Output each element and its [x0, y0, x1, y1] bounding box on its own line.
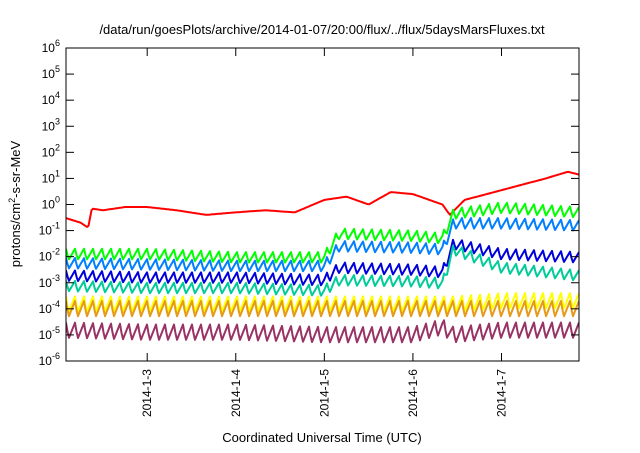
y-tick-base: 10	[39, 276, 53, 290]
y-tick-exponent: 2	[55, 142, 60, 152]
y-tick-label: 102	[42, 142, 60, 159]
y-tick-label: 103	[42, 116, 60, 133]
series-layer	[66, 170, 579, 344]
y-tick-base: 10	[42, 93, 56, 107]
axis-layer: 10-610-510-410-310-210-11001011021031041…	[39, 38, 579, 417]
y-tick-base: 10	[39, 224, 53, 238]
y-tick-exponent: 6	[55, 38, 60, 48]
y-tick-label: 10-4	[39, 299, 60, 316]
y-tick-base: 10	[42, 171, 56, 185]
y-axis-label-sup: 2	[7, 198, 17, 203]
y-tick-label: 100	[42, 195, 60, 212]
y-tick-label: 10-6	[39, 351, 60, 368]
y-tick-label: 105	[42, 64, 60, 81]
y-axis-label: protons/cm2-s-sr-MeV	[7, 140, 23, 267]
x-tick-label: 2014-1-3	[140, 369, 154, 417]
y-tick-label: 10-1	[39, 221, 60, 238]
series-line-5	[66, 292, 579, 313]
y-tick-base: 10	[42, 119, 56, 133]
y-tick-label: 104	[42, 90, 60, 107]
series-line-2	[66, 217, 579, 273]
y-tick-base: 10	[39, 328, 53, 342]
y-tick-base: 10	[39, 250, 53, 264]
series-line-7	[66, 319, 579, 344]
y-tick-exponent: 4	[55, 90, 60, 100]
y-tick-base: 10	[42, 41, 56, 55]
x-axis-label: Coordinated Universal Time (UTC)	[222, 430, 421, 445]
chart-title: /data/run/goesPlots/archive/2014-01-07/2…	[99, 22, 545, 37]
y-tick-base: 10	[42, 145, 56, 159]
x-tick-label: 2014-1-6	[406, 369, 420, 417]
y-tick-exponent: -3	[52, 273, 60, 283]
y-tick-base: 10	[39, 302, 53, 316]
series-line-4	[66, 244, 579, 297]
y-tick-label: 101	[42, 168, 60, 185]
y-tick-base: 10	[39, 354, 53, 368]
y-tick-exponent: -6	[52, 351, 60, 361]
series-line-6	[66, 300, 579, 318]
y-axis-label-post: -s-sr-MeV	[8, 140, 23, 197]
series-line-3	[66, 238, 579, 287]
series-line-0	[66, 170, 579, 228]
x-tick-label: 2014-1-7	[494, 369, 508, 417]
y-tick-exponent: 3	[55, 116, 60, 126]
y-tick-label: 10-5	[39, 325, 60, 342]
plot-frame	[65, 47, 580, 362]
y-tick-exponent: 5	[55, 64, 60, 74]
y-tick-exponent: -2	[52, 247, 60, 257]
y-tick-exponent: -4	[52, 299, 60, 309]
y-tick-exponent: -1	[52, 221, 60, 231]
series-line-1	[66, 201, 579, 264]
x-tick-label: 2014-1-4	[229, 369, 243, 417]
y-tick-label: 10-2	[39, 247, 60, 264]
y-tick-base: 10	[42, 198, 56, 212]
y-tick-base: 10	[42, 67, 56, 81]
y-axis-label-pre: protons/cm	[8, 203, 23, 267]
y-tick-label: 106	[42, 38, 60, 55]
y-tick-exponent: 0	[55, 195, 60, 205]
y-tick-label: 10-3	[39, 273, 60, 290]
y-tick-exponent: -5	[52, 325, 60, 335]
x-tick-label: 2014-1-5	[317, 369, 331, 417]
y-tick-exponent: 1	[55, 168, 60, 178]
